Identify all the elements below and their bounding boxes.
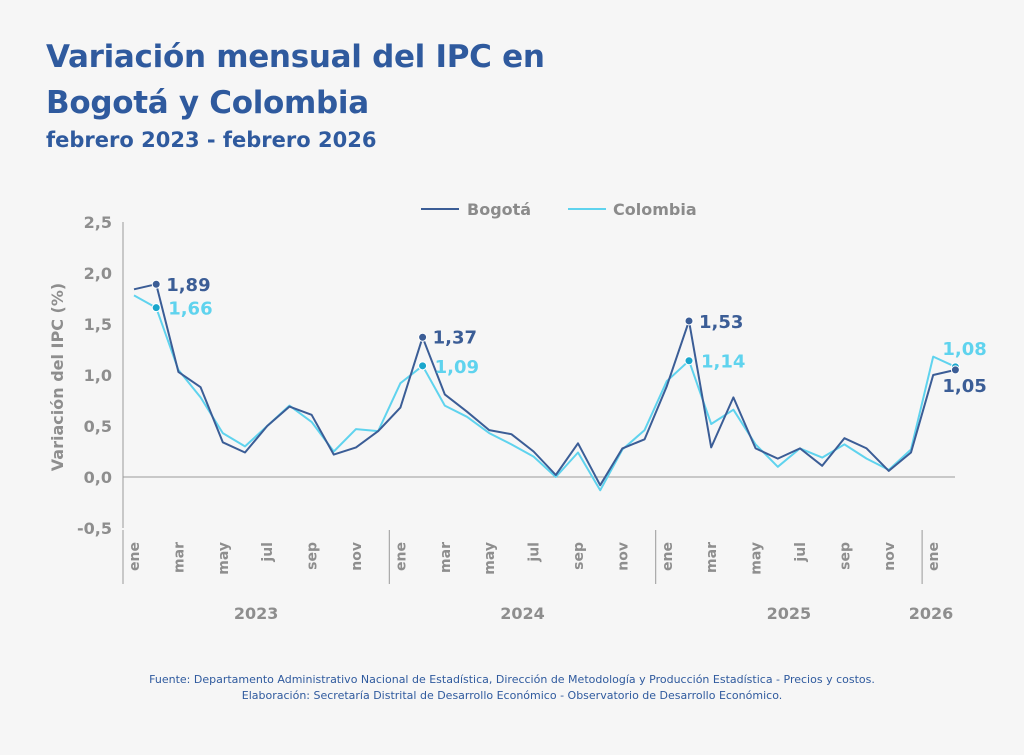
chart-source: Fuente: Departamento Administrativo Naci… <box>0 672 1024 704</box>
y-tick-label: 0,0 <box>84 468 112 487</box>
x-tick-label: ene <box>660 542 676 571</box>
y-tick-label: 1,0 <box>84 366 112 385</box>
annotation-marker <box>418 361 428 371</box>
y-axis-title: Variación del IPC (%) <box>48 283 67 471</box>
data-label: 1,05 <box>942 376 986 397</box>
year-label: 2024 <box>500 604 545 623</box>
x-tick-label: nov <box>349 542 365 571</box>
annotation-marker <box>684 316 694 326</box>
y-tick-label: 2,5 <box>84 213 112 232</box>
data-label: 1,89 <box>166 275 210 296</box>
data-label: 1,66 <box>168 299 212 320</box>
x-tick-label: sep <box>837 542 853 570</box>
x-tick-label: nov <box>615 542 631 571</box>
y-tick-label: 1,5 <box>84 315 112 334</box>
x-tick-label: mar <box>704 542 720 573</box>
data-label: 1,14 <box>701 352 745 373</box>
x-tick-label: may <box>749 542 765 575</box>
x-tick-label: sep <box>571 542 587 570</box>
y-tick-label: 2,0 <box>84 264 112 283</box>
year-label: 2023 <box>234 604 279 623</box>
y-tick-label: 0,5 <box>84 417 112 436</box>
title-line-2: Bogotá y Colombia <box>46 85 369 121</box>
x-tick-label: ene <box>926 542 942 571</box>
y-tick-label: -0,5 <box>77 519 112 538</box>
annotation-marker <box>684 356 694 366</box>
x-tick-label: jul <box>260 542 276 563</box>
series-line-bogota <box>133 283 956 487</box>
data-label: 1,08 <box>942 339 986 360</box>
legend-label-1: Colombia <box>613 200 697 219</box>
data-label: 1,09 <box>435 357 479 378</box>
annotation-marker <box>418 332 428 342</box>
x-tick-label: may <box>216 542 232 575</box>
year-label: 2026 <box>909 604 954 623</box>
data-label: 1,37 <box>433 327 477 348</box>
x-tick-label: jul <box>793 542 809 563</box>
source-text: Fuente: Departamento Administrativo Naci… <box>149 673 875 686</box>
year-label: 2025 <box>767 604 812 623</box>
data-label: 1,53 <box>699 312 743 333</box>
x-tick-label: mar <box>438 542 454 573</box>
x-tick-label: sep <box>305 542 321 570</box>
x-tick-label: ene <box>393 542 409 571</box>
annotation-marker <box>950 365 960 375</box>
annotation-marker <box>151 279 161 289</box>
credit-text: Elaboración: Secretaría Distrital de Des… <box>241 689 783 702</box>
annotation-marker <box>151 303 161 313</box>
x-tick-label: nov <box>882 542 898 571</box>
x-tick-label: mar <box>171 542 187 573</box>
title-line-1: Variación mensual del IPC en <box>46 39 545 75</box>
x-tick-label: ene <box>127 542 143 571</box>
series-line-colombia <box>133 294 956 492</box>
x-tick-label: may <box>482 542 498 575</box>
x-tick-label: jul <box>527 542 543 563</box>
legend-label-0: Bogotá <box>467 200 531 219</box>
page-title: Variación mensual del IPC en Bogotá y Co… <box>46 34 545 126</box>
page-subtitle: febrero 2023 - febrero 2026 <box>46 128 377 152</box>
